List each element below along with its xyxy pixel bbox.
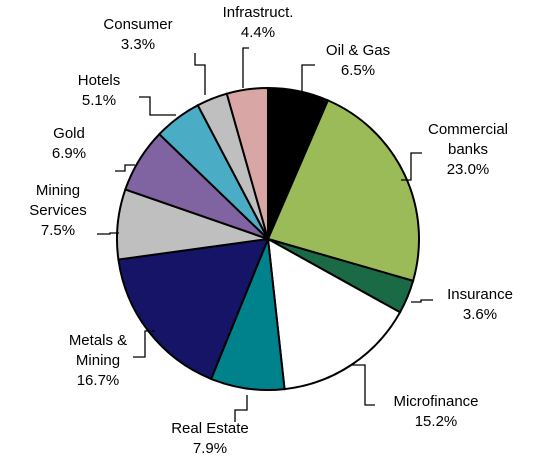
slice-value-label: 4.4%: [241, 24, 275, 41]
leader-line: [235, 395, 247, 422]
slice-category-label: Infrastruct.: [223, 4, 294, 21]
slice-category-label: Insurance: [447, 286, 513, 303]
leader-line: [115, 165, 135, 171]
slice-value-label: 23.0%: [447, 161, 490, 178]
slice-category-label: banks: [448, 141, 488, 158]
pie-slices: [117, 88, 419, 390]
leader-line: [243, 48, 249, 88]
slice-value-label: 5.1%: [82, 92, 116, 109]
leader-line: [302, 65, 315, 95]
slice-value-label: 6.9%: [52, 145, 86, 162]
slice-category-label: Microfinance: [393, 393, 478, 410]
leader-line: [139, 97, 176, 115]
slice-value-label: 3.6%: [463, 306, 497, 323]
slice-value-label: 3.3%: [121, 36, 155, 53]
slice-value-label: 16.7%: [77, 372, 120, 389]
slice-value-label: 6.5%: [341, 62, 375, 79]
slice-value-label: 7.5%: [41, 222, 75, 239]
leader-line: [195, 53, 205, 95]
slice-category-label: Metals &: [69, 332, 127, 349]
slice-category-label: Mining: [76, 352, 120, 369]
slice-value-label: 15.2%: [415, 413, 458, 430]
slice-category-label: Commercial: [428, 121, 508, 138]
leader-line: [411, 300, 433, 302]
slice-category-label: Gold: [53, 125, 85, 142]
slice-category-label: Services: [29, 202, 87, 219]
slice-category-label: Consumer: [103, 16, 172, 33]
slice-value-label: 7.9%: [193, 440, 227, 457]
slice-category-label: Hotels: [78, 72, 121, 89]
leader-line: [352, 365, 375, 405]
slice-category-label: Real Estate: [171, 420, 249, 437]
slice-category-label: Oil & Gas: [326, 42, 390, 59]
leader-line: [97, 233, 119, 234]
slice-category-label: Mining: [36, 182, 80, 199]
